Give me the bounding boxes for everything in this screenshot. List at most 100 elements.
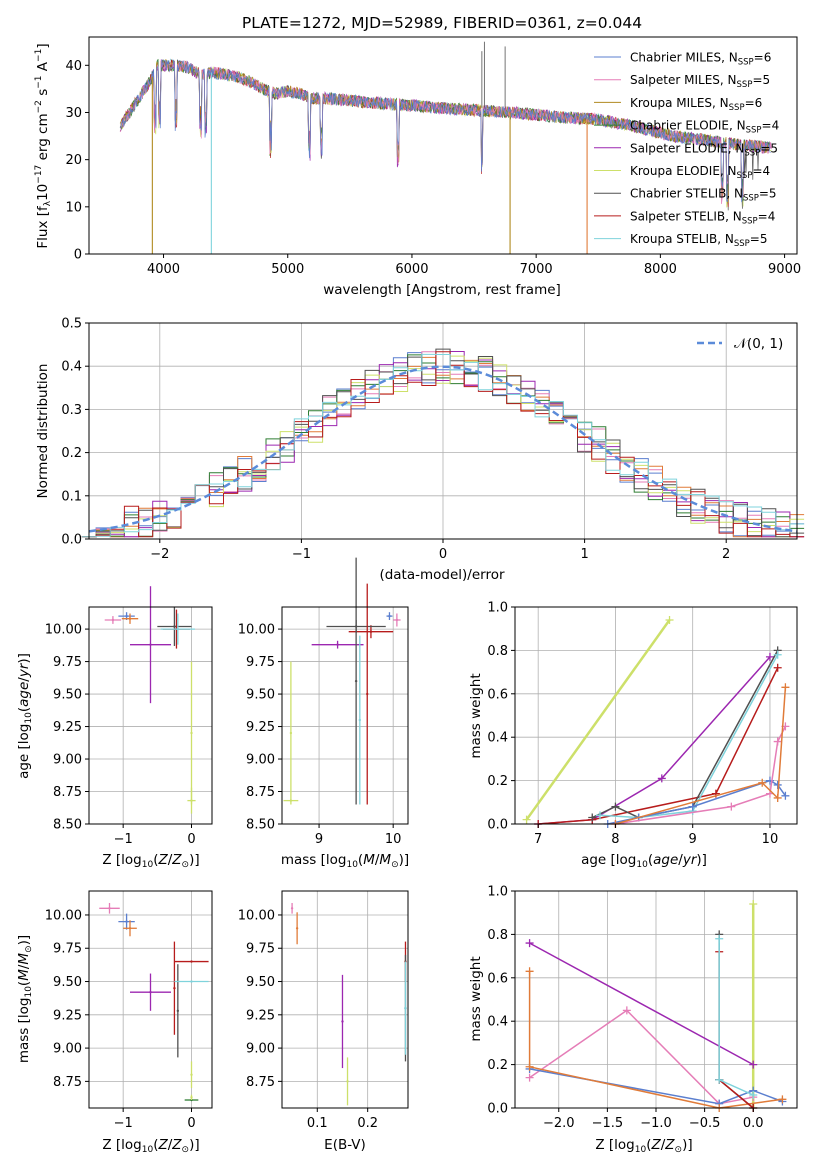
y-tick-label: 10.00 [238,908,275,923]
residual-legend: 𝒩(0, 1) [697,336,783,352]
data-point [369,630,373,633]
x-tick-label: 0.2 [357,1116,378,1131]
data-point [149,990,152,994]
data-point [173,625,176,628]
y-tick-label: 0.2 [487,774,508,789]
y-tick-label: 9.00 [246,1042,275,1057]
weight-marker [665,616,674,625]
spectrum-x-label: wavelength [Angstrom, rest frame] [323,282,561,298]
age-z-y-label: age [log10(age/yr)] [16,653,34,779]
mass-vs-metallicity-panel: −1 0 8.75 9.00 9.25 9.50 9.75 10.00 [45,890,213,1131]
spectrum-title: PLATE=1272, MJD=52989, FIBERID=0361, z=0… [242,14,642,32]
y-tick-label: 9.25 [53,1008,82,1023]
legend-label: Chabrier STELIB, NSSP=5 [630,187,777,204]
y-tick-label: 40 [65,59,82,74]
age-z-x-label: Z [log10(Z/Z⊙)] [102,852,199,870]
data-point [176,1009,180,1013]
x-tick-label: −1.0 [640,1116,672,1131]
weight-z-x-label: Z [log10(Z/Z⊙)] [595,1137,692,1155]
legend-label: Kroupa STELIB, NSSP=5 [630,232,768,249]
x-tick-label: 4000 [147,262,180,277]
x-tick-label: 8 [611,832,619,847]
y-tick-label: 8.75 [246,1075,275,1090]
y-tick-label: 9.00 [53,1042,82,1057]
data-layer [525,900,787,1112]
data-point [190,1073,193,1076]
x-tick-label: 0 [439,547,447,562]
legend-label: Salpeter ELODIE, NSSP=5 [630,141,778,158]
grid [282,891,408,1108]
y-tick-label: 0.4 [487,1015,508,1030]
spectrum-frame [88,36,798,255]
x-tick-label: 10 [385,832,402,847]
y-tick-label: 1.0 [487,601,508,616]
legend-label: Salpeter MILES, NSSP=5 [630,73,770,90]
x-tick-label: 1 [580,547,588,562]
age-mass-x-label: mass [log10(M/M⊙)] [281,852,409,870]
x-tick-label: 10 [762,832,779,847]
y-tick-label: 0 [74,248,82,263]
x-tick-label: 8000 [644,262,677,277]
y-tick-label: 9.75 [53,942,82,957]
weight-vs-metallicity-panel: −2.0 −1.5 −1.0 −0.5 0.0 0.0 0.2 0.4 0.6 0.8 1.0 [487,885,798,1131]
y-tick-label: 10.00 [45,908,82,923]
weight-marker [765,652,774,661]
y-tick-label: 0.0 [61,533,82,548]
weight-marker [758,778,767,787]
residual-histograms [81,348,805,538]
y-tick-label: 0.8 [487,928,508,943]
x-tick-label: 0 [187,1116,195,1131]
data-point [295,927,299,930]
weight-marker [522,815,531,824]
mass-ebv-x-label: E(B-V) [324,1137,366,1153]
data-point [404,1006,407,1010]
data-point [128,617,132,620]
x-tick-label: 7 [534,832,542,847]
weight-line [591,650,779,819]
legend-label: Kroupa ELODIE, NSSP=4 [630,164,770,181]
data-point [125,920,128,923]
y-tick-label: 0.6 [487,971,508,986]
data-layer [290,902,407,1106]
weight-marker [778,1095,787,1104]
weight-marker [525,1073,534,1082]
y-tick-label: 8.50 [53,818,82,833]
weight-line [525,619,671,821]
y-tick-label: 9.50 [53,975,82,990]
data-layer [522,616,790,828]
y-tick-label: 8.75 [53,1075,82,1090]
x-tick-label: 0.0 [743,1116,764,1131]
data-point [173,986,176,990]
data-point [111,618,115,622]
age-vs-metallicity-panel: −1 0 8.50 8.75 9.00 9.25 9.50 9.75 10.00 [45,586,213,847]
axes-frame [88,890,213,1109]
weight-line [529,1009,754,1105]
residual-panel: −2 −1 0 1 2 0.0 0.1 0.2 0.3 0.4 0.5 (data-model)/e… [35,317,805,583]
axes-frame [281,606,409,825]
legend-label: Salpeter STELIB, NSSP=4 [630,209,775,226]
data-layer [99,902,209,1102]
y-tick-label: 9.25 [246,1008,275,1023]
y-tick-label: 9.50 [246,975,275,990]
grid [282,607,408,825]
y-tick-label: 0.1 [61,489,82,504]
x-tick-label: −2.0 [543,1116,575,1131]
spectrum-lines [119,41,772,254]
weight-marker [595,811,604,820]
y-tick-label: 9.25 [53,720,82,735]
data-point [190,980,193,983]
weight-line [538,656,771,825]
x-tick-label: 9 [315,832,323,847]
mass-z-x-label: Z [log10(Z/Z⊙)] [102,1137,199,1155]
weight-line [538,667,779,825]
y-tick-label: 8.50 [246,818,275,833]
y-tick-label: 1.0 [487,885,508,900]
y-tick-label: 8.75 [246,785,275,800]
x-tick-label: 5000 [271,262,304,277]
weight-marker [749,900,758,909]
x-tick-label: 9000 [768,262,801,277]
residual-x-label: (data-model)/error [379,567,505,583]
data-point [190,960,193,963]
weight-age-x-label: age [log10(age/yr)] [581,852,707,870]
